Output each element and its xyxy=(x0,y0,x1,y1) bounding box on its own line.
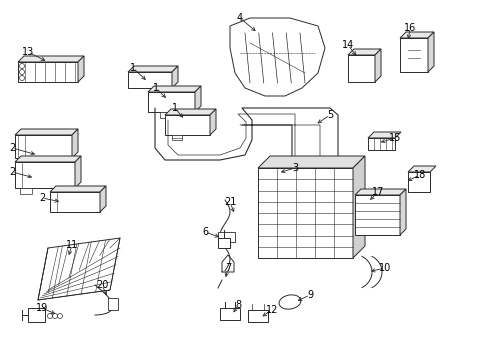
Text: 19: 19 xyxy=(36,303,48,313)
Text: 11: 11 xyxy=(66,240,78,250)
Polygon shape xyxy=(408,166,436,172)
Polygon shape xyxy=(148,92,195,112)
Text: 1: 1 xyxy=(153,83,159,93)
Polygon shape xyxy=(172,66,178,88)
Text: 14: 14 xyxy=(342,40,354,50)
Text: 9: 9 xyxy=(307,290,313,300)
Polygon shape xyxy=(15,162,75,188)
Polygon shape xyxy=(195,86,201,112)
Polygon shape xyxy=(50,192,100,212)
Polygon shape xyxy=(18,56,84,62)
Text: 16: 16 xyxy=(404,23,416,33)
Text: 2: 2 xyxy=(39,193,45,203)
Polygon shape xyxy=(355,195,400,235)
Text: 8: 8 xyxy=(235,300,241,310)
Polygon shape xyxy=(258,168,353,258)
Polygon shape xyxy=(368,132,401,138)
Text: 2: 2 xyxy=(9,167,15,177)
Text: 5: 5 xyxy=(327,110,333,120)
Text: 21: 21 xyxy=(224,197,236,207)
Polygon shape xyxy=(15,156,81,162)
Polygon shape xyxy=(355,189,406,195)
Polygon shape xyxy=(230,18,325,96)
Polygon shape xyxy=(408,172,430,192)
Text: 6: 6 xyxy=(202,227,208,237)
Text: 7: 7 xyxy=(225,263,231,273)
Polygon shape xyxy=(50,186,106,192)
Text: 20: 20 xyxy=(96,280,108,290)
Polygon shape xyxy=(148,86,201,92)
Text: 1: 1 xyxy=(130,63,136,73)
Polygon shape xyxy=(38,238,120,300)
Text: 13: 13 xyxy=(22,47,34,57)
Text: 1: 1 xyxy=(172,103,178,113)
Polygon shape xyxy=(100,186,106,212)
Polygon shape xyxy=(248,310,268,322)
Polygon shape xyxy=(165,115,210,135)
Polygon shape xyxy=(218,238,230,248)
Polygon shape xyxy=(400,38,428,72)
Polygon shape xyxy=(160,112,170,118)
Polygon shape xyxy=(218,232,235,242)
Polygon shape xyxy=(353,156,365,258)
Polygon shape xyxy=(210,109,216,135)
Text: 4: 4 xyxy=(237,13,243,23)
Polygon shape xyxy=(172,135,182,140)
Polygon shape xyxy=(72,129,78,158)
Text: 17: 17 xyxy=(372,187,384,197)
Polygon shape xyxy=(348,49,381,55)
Polygon shape xyxy=(375,49,381,82)
Polygon shape xyxy=(108,298,118,310)
Text: 2: 2 xyxy=(9,143,15,153)
Polygon shape xyxy=(15,135,72,158)
Polygon shape xyxy=(400,32,434,38)
Polygon shape xyxy=(128,66,178,72)
Text: 15: 15 xyxy=(389,133,401,143)
Polygon shape xyxy=(258,156,365,168)
Polygon shape xyxy=(78,56,84,82)
Polygon shape xyxy=(428,32,434,72)
Polygon shape xyxy=(368,138,395,150)
Text: 10: 10 xyxy=(379,263,391,273)
Polygon shape xyxy=(28,308,45,322)
Polygon shape xyxy=(18,62,78,82)
Polygon shape xyxy=(75,156,81,188)
Polygon shape xyxy=(15,129,78,135)
Polygon shape xyxy=(220,308,240,320)
Polygon shape xyxy=(400,189,406,235)
Polygon shape xyxy=(128,72,172,88)
Polygon shape xyxy=(20,188,32,194)
Text: 18: 18 xyxy=(414,170,426,180)
Polygon shape xyxy=(348,55,375,82)
Polygon shape xyxy=(165,109,216,115)
Text: 3: 3 xyxy=(292,163,298,173)
Text: 12: 12 xyxy=(266,305,278,315)
